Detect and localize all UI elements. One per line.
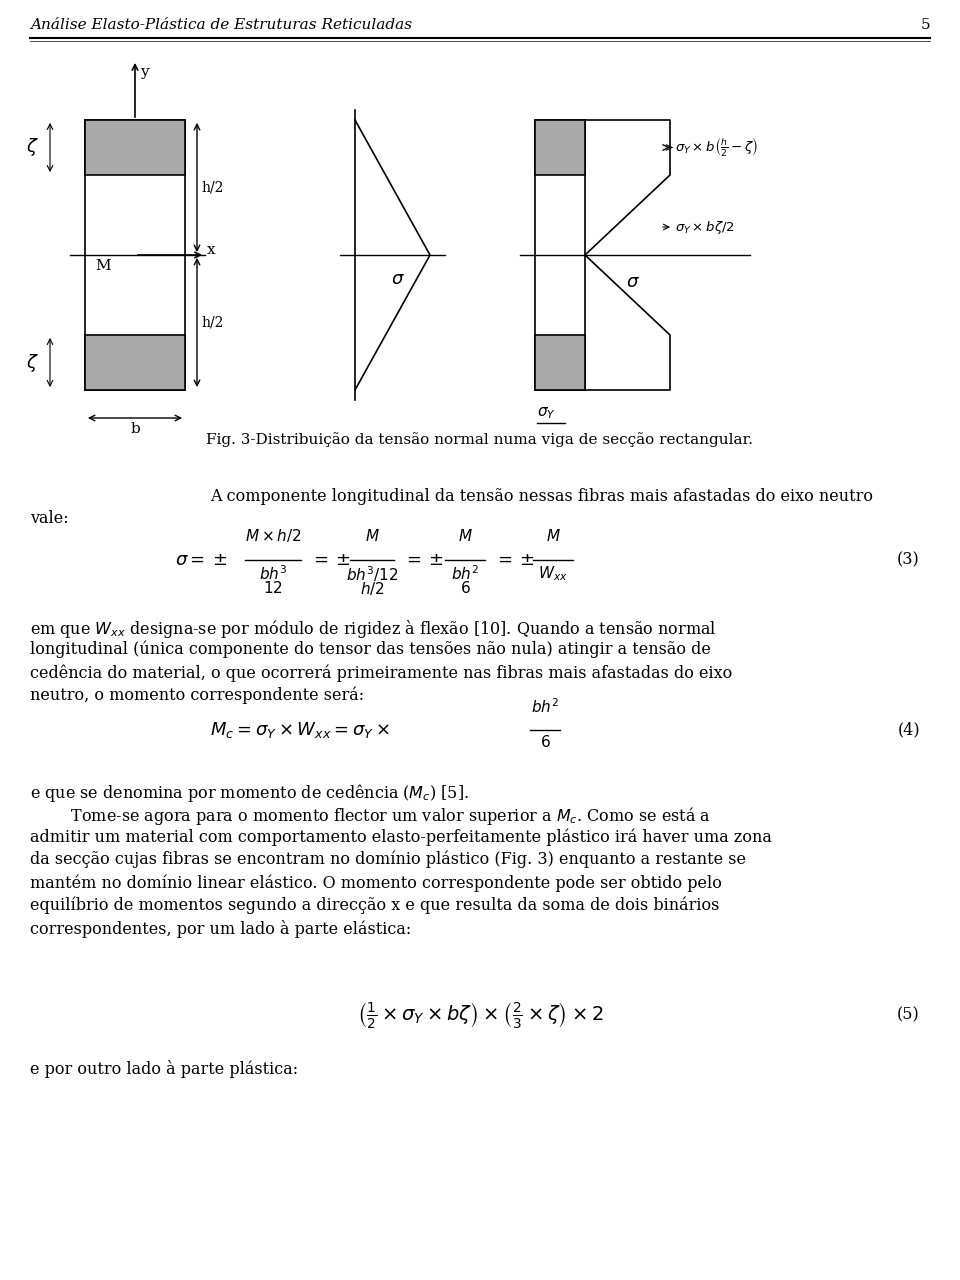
Text: $= \pm$: $= \pm$	[403, 550, 444, 570]
Text: Fig. 3-Distribuição da tensão normal numa viga de secção rectangular.: Fig. 3-Distribuição da tensão normal num…	[206, 431, 754, 447]
Text: $M_c = \sigma_Y \times W_{xx} = \sigma_Y \times$: $M_c = \sigma_Y \times W_{xx} = \sigma_Y…	[210, 719, 390, 740]
Text: em que $W_{xx}$ designa-se por módulo de rigidez à flexão [10]. Quando a tensão : em que $W_{xx}$ designa-se por módulo de…	[30, 618, 717, 640]
Text: $M \times h/2$: $M \times h/2$	[245, 527, 301, 544]
Bar	[85, 335, 185, 390]
Text: $\zeta$: $\zeta$	[26, 352, 38, 374]
Text: Análise Elasto-Plástica de Estruturas Reticuladas: Análise Elasto-Plástica de Estruturas Re…	[30, 18, 412, 32]
Bar	[535, 120, 585, 175]
Text: $\zeta$: $\zeta$	[26, 137, 38, 159]
Text: $\sigma_Y$: $\sigma_Y$	[537, 404, 556, 421]
Text: $\sigma = \pm$: $\sigma = \pm$	[175, 550, 228, 570]
Text: $h/2$: $h/2$	[360, 580, 384, 596]
Text: equilíbrio de momentos segundo a direcção x e que resulta da soma de dois binári: equilíbrio de momentos segundo a direcçã…	[30, 897, 719, 914]
Text: A componente longitudinal da tensão nessas fibras mais afastadas do eixo neutro: A componente longitudinal da tensão ness…	[210, 488, 873, 506]
Text: (5): (5)	[898, 1006, 920, 1024]
Text: x: x	[207, 243, 216, 257]
Text: vale:: vale:	[30, 509, 68, 527]
Text: $W_{xx}$: $W_{xx}$	[539, 564, 568, 582]
Text: $\sigma$: $\sigma$	[626, 273, 639, 291]
Text: neutro, o momento correspondente será:: neutro, o momento correspondente será:	[30, 687, 364, 704]
Text: admitir um material com comportamento elasto-perfeitamente plástico irá haver um: admitir um material com comportamento el…	[30, 828, 772, 846]
Text: e por outro lado à parte plástica:: e por outro lado à parte plástica:	[30, 1060, 299, 1078]
Text: $\left(\frac{1}{2} \times \sigma_Y \times b\zeta\right) \times \left(\frac{2}{3}: $\left(\frac{1}{2} \times \sigma_Y \time…	[357, 1000, 603, 1030]
Text: $bh^3$: $bh^3$	[259, 564, 287, 582]
Text: $12$: $12$	[263, 580, 283, 596]
Bar	[85, 120, 185, 390]
Text: Tome-se agora para o momento flector um valor superior a $M_c$. Como se está a: Tome-se agora para o momento flector um …	[30, 805, 711, 827]
Text: $\sigma_Y \times b\zeta/2$: $\sigma_Y \times b\zeta/2$	[675, 219, 734, 236]
Bar	[85, 120, 185, 175]
Text: h/2: h/2	[201, 315, 224, 329]
Text: $\sigma_Y \times b\left(\frac{h}{2} - \zeta\right)$: $\sigma_Y \times b\left(\frac{h}{2} - \z…	[675, 137, 757, 159]
Bar	[535, 335, 585, 390]
Text: longitudinal (única componente do tensor das tensões não nula) atingir a tensão : longitudinal (única componente do tensor…	[30, 641, 710, 658]
Text: $6$: $6$	[540, 733, 550, 750]
Text: $M$: $M$	[458, 527, 472, 544]
Text: h/2: h/2	[201, 180, 224, 195]
Bar	[535, 120, 585, 175]
Text: (3): (3)	[898, 552, 920, 568]
Text: e que se denomina por momento de cedência ($M_c$) [5].: e que se denomina por momento de cedênci…	[30, 782, 469, 804]
Text: da secção cujas fibras se encontram no domínio plástico (Fig. 3) enquanto a rest: da secção cujas fibras se encontram no d…	[30, 851, 746, 869]
Text: mantém no domínio linear elástico. O momento correspondente pode ser obtido pelo: mantém no domínio linear elástico. O mom…	[30, 874, 722, 891]
Text: $\sigma$: $\sigma$	[391, 270, 404, 288]
Text: correspondentes, por um lado à parte elástica:: correspondentes, por um lado à parte elá…	[30, 920, 411, 938]
Text: M: M	[95, 259, 110, 273]
Text: (4): (4)	[898, 722, 920, 739]
Bar	[535, 120, 585, 390]
Bar	[85, 120, 185, 175]
Bar	[535, 335, 585, 390]
Text: $bh^2$: $bh^2$	[531, 698, 559, 716]
Bar	[85, 335, 185, 390]
Text: $bh^2$: $bh^2$	[451, 564, 479, 582]
Text: $M$: $M$	[545, 527, 561, 544]
Text: y: y	[140, 65, 149, 79]
Text: $= \pm$: $= \pm$	[494, 550, 535, 570]
Text: $= \pm$: $= \pm$	[310, 550, 350, 570]
Text: b: b	[131, 422, 140, 436]
Text: $6$: $6$	[460, 580, 470, 596]
Text: $bh^3/12$: $bh^3/12$	[346, 564, 398, 584]
Text: 5: 5	[921, 18, 930, 32]
Text: $M$: $M$	[365, 527, 379, 544]
Text: cedência do material, o que ocorrerá primeiramente nas fibras mais afastadas do : cedência do material, o que ocorrerá pri…	[30, 664, 732, 681]
